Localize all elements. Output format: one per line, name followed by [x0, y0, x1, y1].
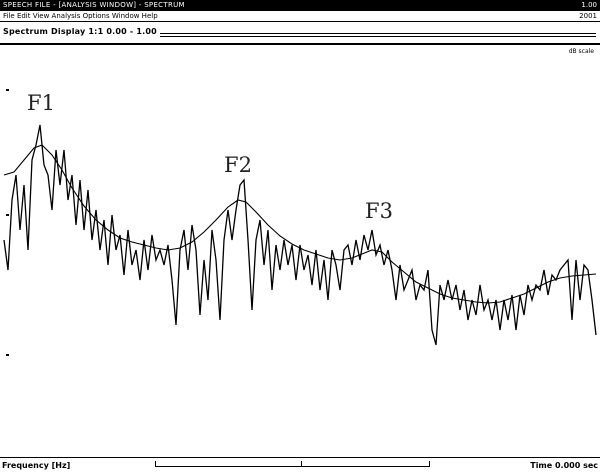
status-bar: Frequency [Hz] Time 0.000 sec: [0, 457, 600, 474]
menu-right-value: 2001: [579, 12, 597, 20]
formant-label-f3: F3: [365, 199, 393, 223]
scale-label: dB scale: [568, 48, 594, 55]
menu-items[interactable]: File Edit View Analysis Options Window H…: [3, 12, 158, 20]
status-left: Frequency [Hz]: [2, 461, 71, 470]
envelope-curve: [3, 144, 597, 304]
toolbar-divider-2: [160, 36, 596, 37]
formant-label-f1: F1: [27, 91, 55, 115]
status-right: Time 0.000 sec: [530, 461, 598, 470]
formant-label-f2: F2: [224, 153, 252, 177]
toolbar-text[interactable]: Spectrum Display 1:1 0.00 - 1.00: [3, 27, 157, 36]
menu-bar[interactable]: File Edit View Analysis Options Window H…: [0, 11, 600, 22]
title-bar: SPEECH FILE - [ANALYSIS WINDOW] - SPECTR…: [0, 0, 600, 11]
time-ruler[interactable]: [155, 461, 430, 467]
spectrum-plot[interactable]: F1 F2 F3: [0, 44, 600, 457]
ruler-tick-1: [155, 461, 156, 467]
ruler-tick-3: [429, 461, 430, 467]
spectrum-trace: [3, 124, 597, 346]
ruler-tick-2: [301, 461, 302, 467]
window-title: SPEECH FILE - [ANALYSIS WINDOW] - SPECTR…: [3, 1, 185, 9]
toolbar-divider: [160, 33, 596, 34]
window-title-right: 1.00: [581, 1, 597, 9]
toolbar: Spectrum Display 1:1 0.00 - 1.00: [0, 22, 600, 45]
